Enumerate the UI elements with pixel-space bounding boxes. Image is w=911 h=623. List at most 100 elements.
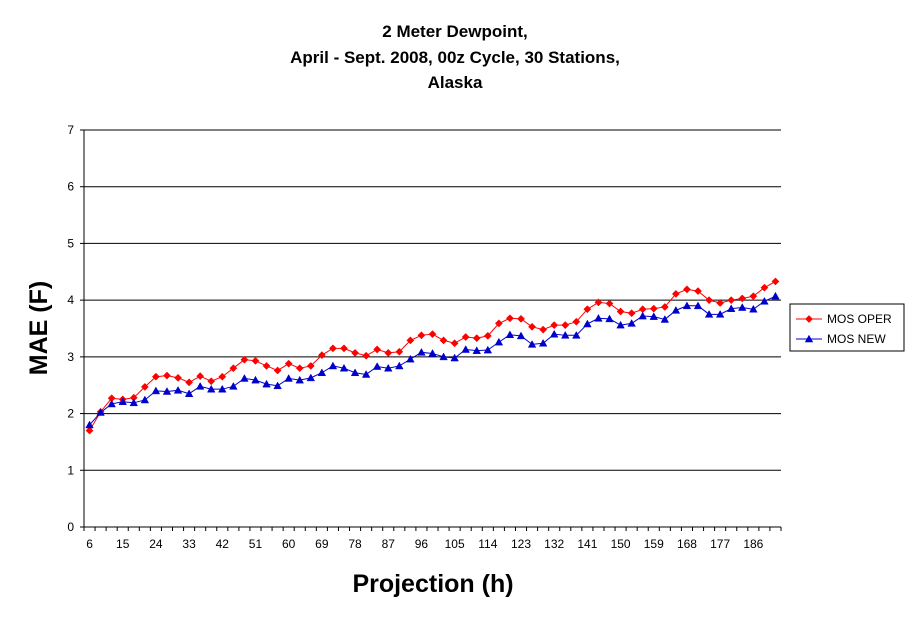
x-tick-label: 114 bbox=[478, 537, 497, 551]
data-point bbox=[428, 330, 437, 339]
data-point bbox=[295, 375, 304, 384]
y-tick-label: 0 bbox=[67, 520, 74, 534]
plot-area bbox=[84, 130, 781, 527]
data-point bbox=[505, 330, 515, 339]
data-point bbox=[328, 344, 337, 353]
x-tick-label: 78 bbox=[348, 537, 362, 551]
axes bbox=[83, 130, 781, 528]
data-point bbox=[417, 348, 426, 356]
data-point bbox=[539, 325, 548, 334]
data-point bbox=[140, 382, 149, 391]
data-point bbox=[804, 334, 814, 343]
data-point bbox=[660, 302, 669, 311]
x-tick-label: 42 bbox=[216, 537, 230, 551]
data-point bbox=[251, 375, 260, 384]
series-0 bbox=[85, 277, 780, 435]
data-point bbox=[660, 315, 670, 323]
data-point bbox=[207, 377, 216, 386]
data-point bbox=[627, 309, 636, 318]
data-point bbox=[85, 426, 94, 435]
legend-box bbox=[789, 303, 905, 352]
y-tick-label: 5 bbox=[67, 236, 74, 250]
data-point bbox=[649, 312, 658, 320]
data-point bbox=[716, 299, 725, 307]
data-point bbox=[306, 361, 315, 370]
data-point bbox=[107, 399, 116, 408]
data-point bbox=[406, 336, 415, 345]
data-point bbox=[594, 313, 603, 322]
data-point bbox=[173, 386, 183, 394]
y-axis-ticks: 0 1 2 3 4 5 6 7 bbox=[67, 123, 84, 534]
data-point bbox=[362, 351, 371, 360]
x-tick-label: 60 bbox=[282, 537, 296, 551]
x-tick-label: 177 bbox=[710, 537, 730, 551]
data-point bbox=[384, 348, 393, 357]
data-point bbox=[583, 319, 592, 328]
x-tick-label: 6 bbox=[86, 537, 93, 551]
data-point bbox=[472, 346, 481, 354]
legend-item: MOS NEW bbox=[796, 332, 886, 346]
data-point bbox=[129, 398, 139, 407]
data-point bbox=[439, 352, 448, 361]
data-point bbox=[671, 306, 681, 314]
data-point bbox=[251, 356, 260, 365]
data-point bbox=[196, 372, 205, 381]
legend-label: MOS NEW bbox=[827, 332, 886, 346]
data-point bbox=[85, 420, 94, 429]
x-tick-label: 186 bbox=[743, 537, 763, 551]
y-tick-label: 2 bbox=[67, 407, 74, 421]
data-point bbox=[240, 355, 249, 364]
data-point bbox=[605, 314, 614, 323]
data-point bbox=[461, 345, 470, 353]
data-point bbox=[439, 336, 448, 345]
data-point bbox=[682, 301, 692, 310]
data-point bbox=[671, 289, 680, 298]
data-point bbox=[229, 382, 238, 390]
data-point bbox=[218, 372, 227, 381]
data-point bbox=[262, 361, 271, 370]
data-point bbox=[749, 292, 758, 301]
data-point bbox=[693, 301, 703, 310]
chart-title-line-2: April - Sept. 2008, 00z Cycle, 30 Statio… bbox=[290, 48, 620, 67]
data-point bbox=[461, 333, 470, 341]
data-point bbox=[207, 384, 216, 393]
legend-item: MOS OPER bbox=[796, 312, 892, 326]
data-point bbox=[760, 296, 769, 305]
data-point bbox=[284, 359, 293, 368]
data-point bbox=[505, 314, 514, 323]
data-point bbox=[284, 374, 293, 382]
data-point bbox=[151, 386, 161, 395]
data-point bbox=[339, 363, 349, 372]
x-tick-label: 33 bbox=[182, 537, 196, 551]
data-point bbox=[450, 339, 459, 348]
data-point bbox=[627, 319, 636, 327]
data-point bbox=[605, 299, 614, 308]
data-point bbox=[805, 315, 813, 323]
data-point bbox=[428, 349, 437, 357]
data-point bbox=[295, 364, 304, 373]
data-point bbox=[572, 317, 581, 326]
data-point bbox=[317, 368, 327, 377]
data-point bbox=[417, 331, 426, 340]
data-point bbox=[494, 337, 504, 346]
data-point bbox=[705, 296, 714, 305]
series-1 bbox=[85, 291, 780, 429]
data-point bbox=[450, 353, 459, 362]
x-tick-label: 15 bbox=[116, 537, 130, 551]
chart-title-line-1: 2 Meter Dewpoint, bbox=[382, 22, 527, 41]
data-point bbox=[184, 389, 194, 398]
legend: MOS OPER MOS NEW bbox=[789, 303, 905, 352]
x-axis-title: Projection (h) bbox=[352, 570, 513, 598]
data-point bbox=[195, 382, 205, 390]
data-point bbox=[340, 344, 348, 353]
data-point bbox=[140, 395, 150, 404]
data-point bbox=[683, 285, 691, 294]
legend-label: MOS OPER bbox=[827, 312, 892, 326]
data-point bbox=[494, 319, 503, 328]
data-point bbox=[517, 314, 525, 323]
x-tick-label: 132 bbox=[544, 537, 564, 551]
data-point bbox=[317, 351, 326, 360]
series-layer bbox=[85, 277, 780, 435]
data-point bbox=[738, 303, 747, 311]
